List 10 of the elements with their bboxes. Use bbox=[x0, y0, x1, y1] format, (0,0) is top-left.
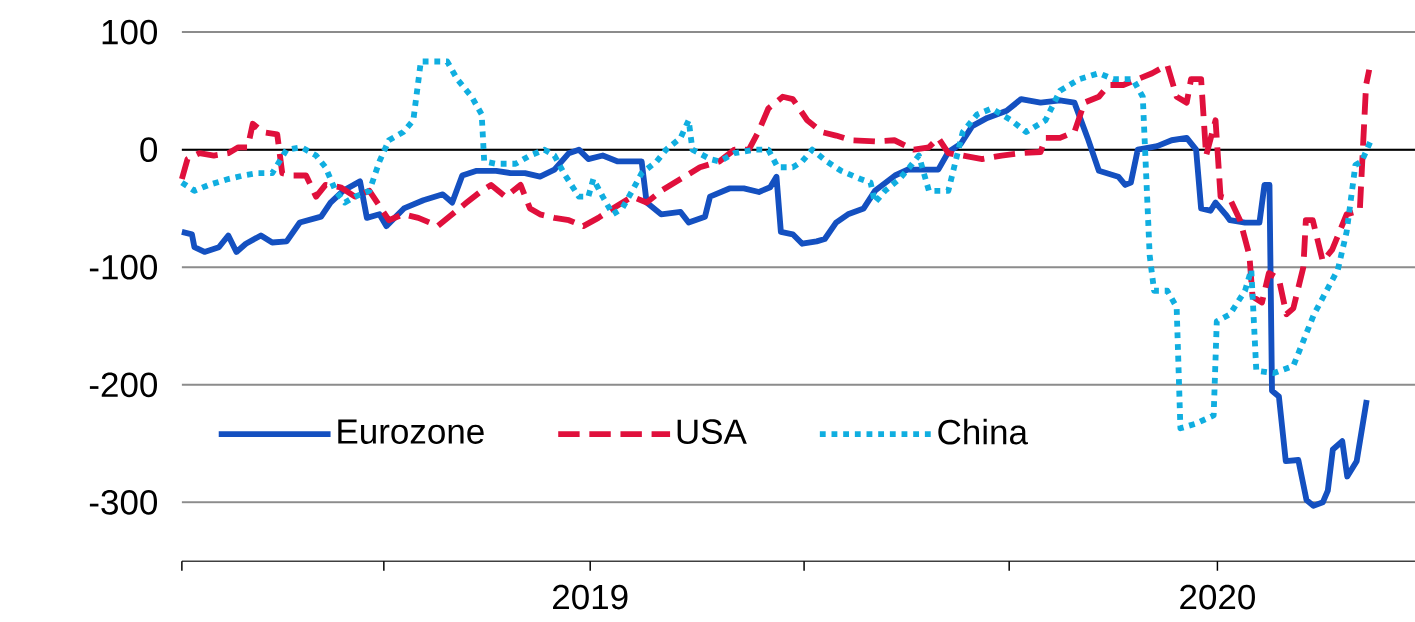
x-tick-label: 2020 bbox=[1180, 584, 1255, 610]
y-tick-label: -100 bbox=[89, 254, 158, 280]
legend-label: China bbox=[938, 418, 1028, 445]
legend-label: USA bbox=[677, 419, 747, 444]
y-tick-label: 0 bbox=[140, 137, 158, 162]
x-tick-label: 2019 bbox=[553, 584, 628, 610]
y-tick-label: -200 bbox=[89, 372, 158, 397]
y-tick-label: -300 bbox=[89, 489, 158, 515]
legend-label: Eurozone bbox=[338, 419, 484, 444]
y-tick-label: 100 bbox=[102, 19, 158, 45]
